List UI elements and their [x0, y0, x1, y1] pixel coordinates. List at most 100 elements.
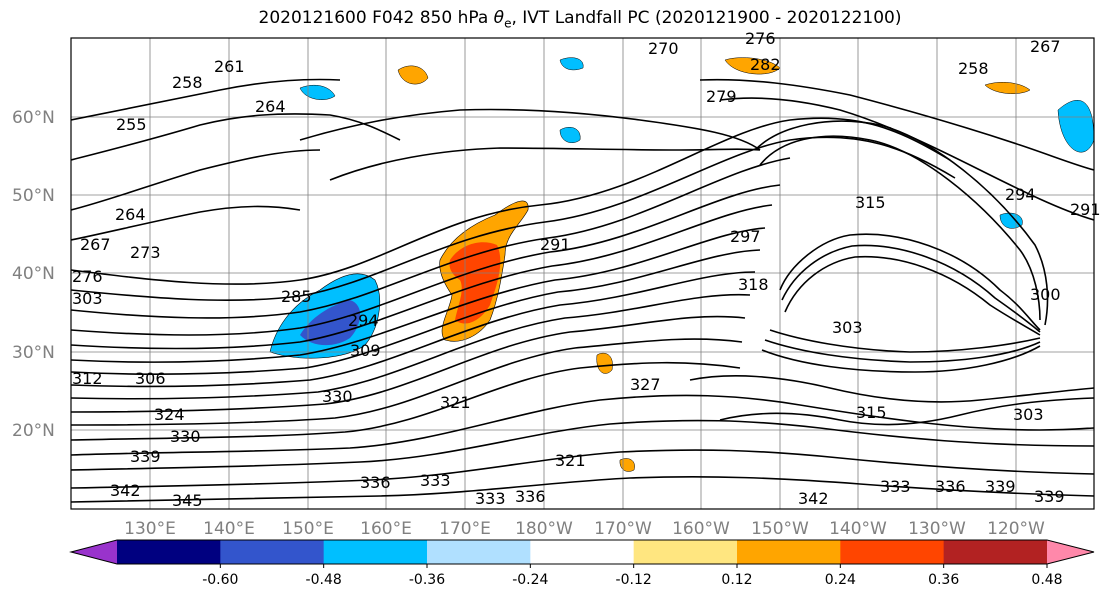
contour-label: 264 — [115, 205, 146, 224]
contour-label: 315 — [855, 193, 886, 212]
contour-label: 258 — [958, 59, 989, 78]
contour-label: 291 — [1070, 200, 1101, 219]
colorbar-segment — [840, 540, 945, 564]
title-main-text: 2020121600 F042 850 hPa — [258, 8, 494, 28]
contour-label: 303 — [832, 318, 863, 337]
contour-label: 345 — [172, 491, 203, 510]
contour-label: 303 — [1013, 405, 1044, 424]
contour-label: 267 — [1030, 37, 1061, 56]
lon-label: 120°W — [987, 519, 1045, 539]
lon-label: 170°E — [439, 519, 491, 539]
colorbar-segment — [633, 540, 738, 564]
contour-label: 261 — [214, 57, 245, 76]
colorbar-segment — [427, 540, 531, 564]
contour-label: 276 — [72, 267, 103, 286]
positive-patch — [619, 458, 635, 472]
colorbar-tick-label: -0.12 — [616, 572, 652, 588]
theta-e-contours — [71, 78, 1094, 503]
lon-label: 130°E — [124, 519, 176, 539]
contour-label: 321 — [440, 393, 471, 412]
lon-label: 160°E — [360, 519, 412, 539]
contour-label: 330 — [322, 387, 353, 406]
map-plot-area: 258 261 255 264 267 273 276 270 276 258 … — [70, 29, 1101, 510]
colorbar-tick-label: 0.12 — [721, 572, 752, 588]
colorbar-tick-label: -0.36 — [409, 572, 445, 588]
contour-label: 312 — [72, 369, 103, 388]
title-theta-symbol: θ — [493, 8, 505, 28]
colorbar: -0.60 -0.48 -0.36 -0.24 -0.12 0.12 0.24 0.36 0.4… — [69, 539, 1095, 588]
lat-label: 60°N — [12, 108, 55, 128]
contour-label: 339 — [985, 477, 1016, 496]
contour-label: 336 — [360, 473, 391, 492]
contour-label: 270 — [648, 39, 679, 58]
colorbar-tick-label: -0.24 — [512, 572, 548, 588]
contour-label: 306 — [135, 369, 166, 388]
colorbar-tick-label: -0.60 — [202, 572, 238, 588]
colorbar-tick-label: 0.36 — [928, 572, 959, 588]
contour-label: 291 — [540, 235, 571, 254]
contour-label: 333 — [475, 489, 506, 508]
lon-label: 140°E — [203, 519, 255, 539]
colorbar-segment — [737, 540, 841, 564]
negative-patch — [559, 127, 581, 143]
map-title: 2020121600 F042 850 hPa θe, IVT Landfall… — [0, 8, 1105, 30]
map-background — [71, 38, 1094, 509]
contour-label: 342 — [110, 481, 141, 500]
map-frame — [70, 37, 1095, 510]
lat-label: 50°N — [12, 186, 55, 206]
colorbar-segment — [220, 540, 325, 564]
colorbar-segment — [323, 540, 428, 564]
colorbar-extend-right — [1047, 540, 1094, 564]
contour-label: 333 — [420, 471, 451, 490]
contour-label: 342 — [798, 489, 829, 508]
contour-label: 297 — [730, 227, 761, 246]
contour-label: 294 — [1005, 185, 1036, 204]
lat-label: 30°N — [12, 343, 55, 363]
lon-label: 140°W — [829, 519, 887, 539]
positive-patch — [397, 65, 429, 85]
colorbar-segment — [117, 540, 221, 564]
colorbar-tick-label: 0.24 — [825, 572, 856, 588]
contour-label: 267 — [80, 235, 111, 254]
positive-patch — [984, 82, 1031, 94]
contour-label: 273 — [130, 243, 161, 262]
longitude-labels: 130°E 140°E 150°E 160°E 170°E 180°W 170°… — [124, 519, 1045, 539]
contour-label: 339 — [130, 447, 161, 466]
lon-label: 150°E — [282, 519, 334, 539]
contour-label: 258 — [172, 73, 203, 92]
contour-label: 309 — [350, 341, 381, 360]
negative-patch — [999, 212, 1023, 229]
contour-label: 264 — [255, 97, 286, 116]
positive-anomaly-core — [449, 242, 501, 324]
contour-label: 327 — [630, 375, 661, 394]
latitude-labels: 60°N 50°N 40°N 30°N 20°N — [12, 108, 55, 441]
lat-label: 40°N — [12, 264, 55, 284]
lon-label: 180°W — [515, 519, 573, 539]
lon-label: 150°W — [751, 519, 809, 539]
negative-anomaly-core — [300, 300, 361, 346]
contour-label: 294 — [348, 311, 379, 330]
contour-label: 330 — [170, 427, 201, 446]
contour-label: 318 — [738, 275, 769, 294]
colorbar-tick-label: 0.48 — [1031, 572, 1062, 588]
title-rest-text: , IVT Landfall PC (2020121900 - 20201221… — [511, 8, 902, 28]
contour-label: 336 — [935, 477, 966, 496]
contour-label: 324 — [154, 405, 185, 424]
contour-label: 321 — [555, 451, 586, 470]
contour-label: 282 — [750, 55, 781, 74]
colorbar-segment — [530, 540, 635, 564]
negative-patch — [1057, 100, 1094, 153]
colorbar-outline — [69, 539, 1095, 565]
contour-label: 255 — [116, 115, 147, 134]
contour-label: 303 — [72, 289, 103, 308]
title-subscript: e — [504, 16, 512, 31]
colorbar-tick-label: -0.48 — [306, 572, 342, 588]
lon-label: 130°W — [908, 519, 966, 539]
contour-label: 300 — [1030, 285, 1061, 304]
contour-label: 336 — [515, 487, 546, 506]
contour-label: 315 — [856, 403, 887, 422]
lon-label: 170°W — [594, 519, 652, 539]
colorbar-extend-left — [71, 540, 117, 564]
contour-label: 279 — [706, 87, 737, 106]
